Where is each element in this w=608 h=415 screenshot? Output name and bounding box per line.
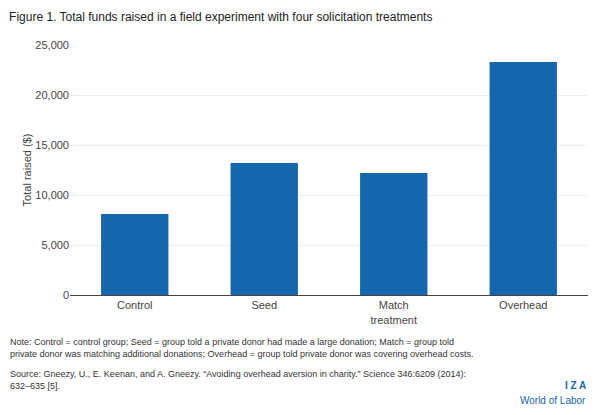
svg-text:Seed: Seed: [251, 299, 277, 311]
svg-text:15,000: 15,000: [35, 139, 69, 151]
svg-text:Overhead: Overhead: [499, 299, 547, 311]
svg-text:Total raised ($): Total raised ($): [21, 134, 33, 207]
svg-text:20,000: 20,000: [35, 89, 69, 101]
svg-text:Control: Control: [117, 299, 152, 311]
svg-text:World of Labor: World of Labor: [520, 395, 586, 406]
svg-text:I Z A: I Z A: [565, 380, 586, 391]
svg-text:Source: Gneezy, U., E. Keenan,: Source: Gneezy, U., E. Keenan, and A. Gn…: [10, 369, 466, 391]
svg-text:10,000: 10,000: [35, 189, 69, 201]
svg-text:0: 0: [63, 289, 69, 301]
svg-text:Matchtreatment: Matchtreatment: [371, 299, 417, 325]
svg-text:5,000: 5,000: [41, 239, 69, 251]
svg-text:Note: Control = control group;: Note: Control = control group; Seed = gr…: [10, 337, 474, 359]
svg-text:Figure 1. Total funds raised i: Figure 1. Total funds raised in a field …: [9, 10, 432, 24]
svg-text:25,000: 25,000: [35, 39, 69, 51]
